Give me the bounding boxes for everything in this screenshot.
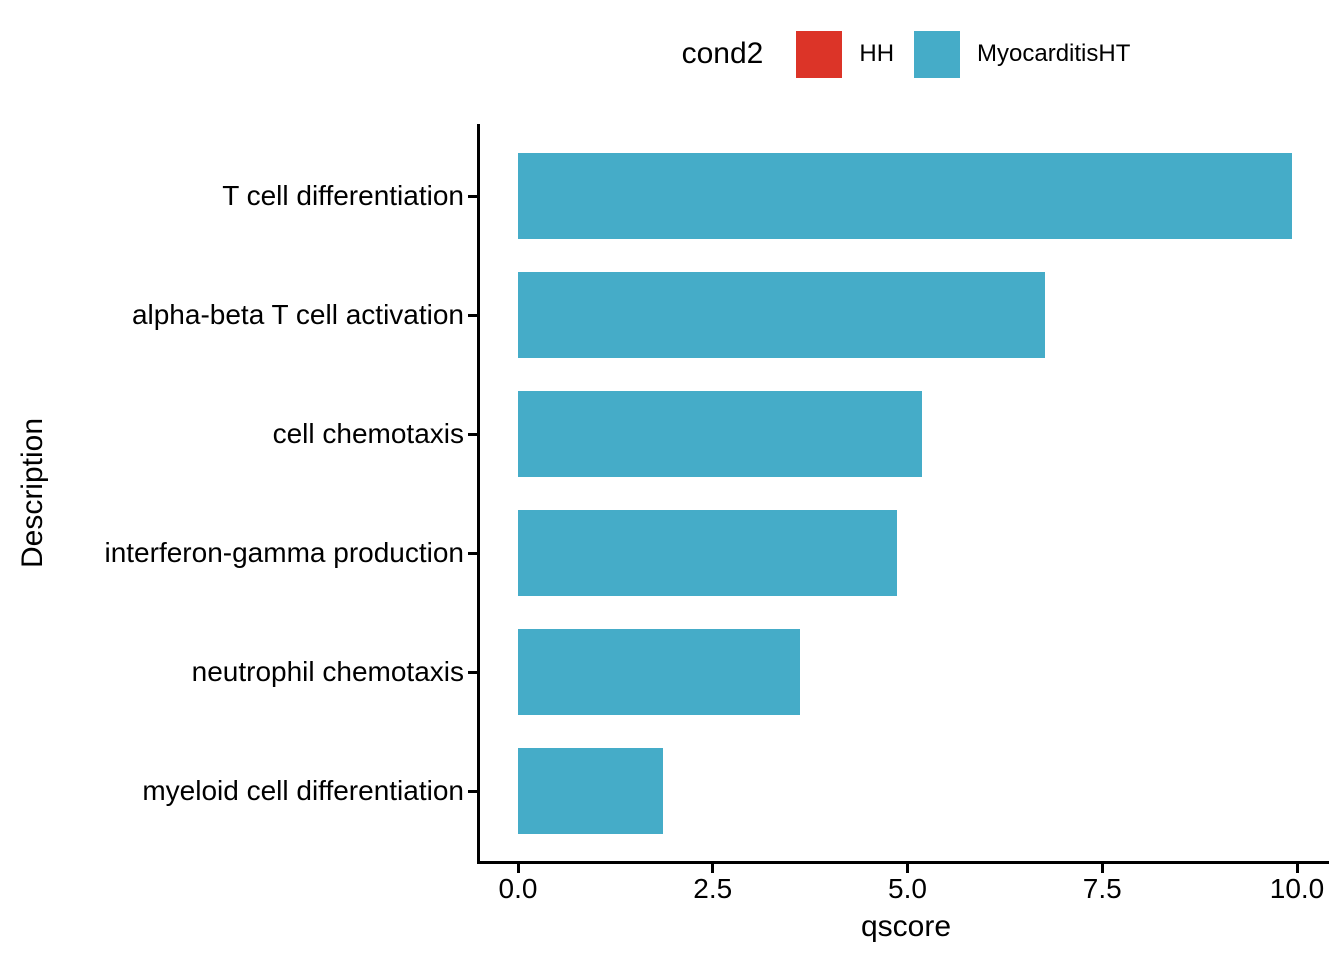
x-axis-tick xyxy=(906,863,909,873)
x-axis-tick-label: 10.0 xyxy=(1269,873,1325,904)
bar-4 xyxy=(518,510,897,596)
y-axis-tick xyxy=(468,671,478,674)
x-axis-line xyxy=(477,861,1329,864)
y-axis-label-1: T cell differentiation xyxy=(222,180,464,211)
x-axis-tick xyxy=(1100,863,1104,873)
legend-key-swatch xyxy=(914,30,961,78)
y-axis-label-3: cell chemotaxis xyxy=(272,418,464,449)
y-axis-tick xyxy=(468,314,478,317)
y-axis-tick xyxy=(468,552,478,555)
x-axis-tick xyxy=(516,863,520,873)
x-axis-tick-label: 7.5 xyxy=(1082,873,1122,904)
x-axis-tick-label: 0.0 xyxy=(498,873,538,904)
bar-6 xyxy=(518,748,663,834)
legend-item-1: HH xyxy=(796,30,895,78)
x-axis-tick-label: 5.0 xyxy=(888,873,927,904)
y-axis-tick xyxy=(468,433,478,436)
legend: cond2 HH MyocarditisHT xyxy=(480,26,1332,82)
legend-item-label: MyocarditisHT xyxy=(977,40,1131,67)
x-axis-tick xyxy=(711,863,715,873)
y-axis-line xyxy=(477,124,480,863)
y-axis-label-2: alpha-beta T cell activation xyxy=(131,299,464,330)
x-axis-tick-label: 2.5 xyxy=(693,873,733,904)
y-axis-label-5: neutrophil chemotaxis xyxy=(191,656,464,687)
x-axis-title: qscore xyxy=(860,910,952,943)
bar-3 xyxy=(518,391,922,477)
legend-key-swatch xyxy=(796,30,843,78)
y-axis-label-4: interferon-gamma production xyxy=(104,537,464,568)
legend-item-label: HH xyxy=(859,40,895,67)
y-axis-label-6: myeloid cell differentiation xyxy=(142,775,464,806)
x-axis-tick xyxy=(1295,863,1299,873)
legend-item-2: MyocarditisHT xyxy=(914,30,1131,78)
y-axis-tick xyxy=(468,195,478,198)
bar-5 xyxy=(518,629,800,715)
y-axis-tick xyxy=(468,790,478,793)
bar-2 xyxy=(518,272,1045,358)
legend-title: cond2 xyxy=(681,37,764,70)
bar-1 xyxy=(518,153,1292,239)
